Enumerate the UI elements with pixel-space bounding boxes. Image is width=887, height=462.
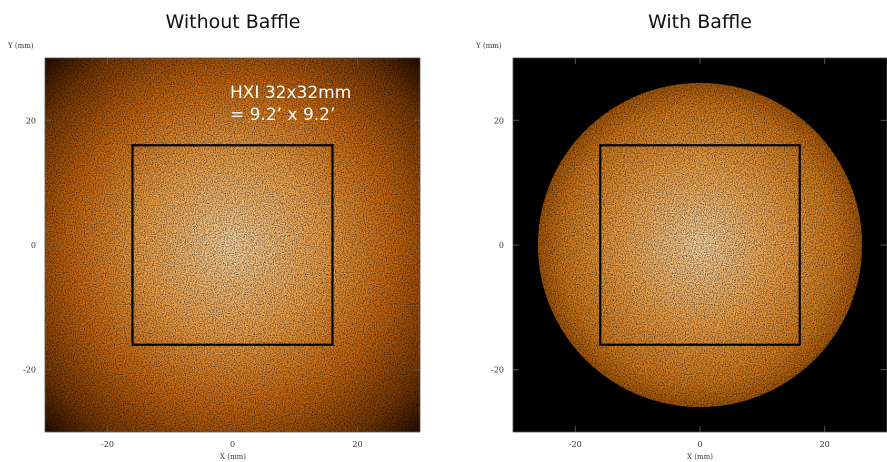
- y-tick-label: 20: [494, 116, 504, 125]
- detector-box: [599, 144, 801, 346]
- y-axis-label: Y (mm): [475, 42, 502, 50]
- panel-title: With Baffle: [648, 11, 752, 33]
- detector-box: [131, 144, 334, 346]
- x-tick-label: 0: [230, 440, 235, 449]
- panel: With Baffle -20 0 20 -20 0 20 Y (mm) X (mm): [475, 11, 887, 461]
- annotation: = 9.2’ x 9.2’: [230, 105, 335, 125]
- annotation: HXI 32x32mm: [230, 83, 351, 103]
- x-axis-label: X (mm): [220, 453, 246, 461]
- y-axis-label: Y (mm): [7, 42, 34, 50]
- y-tick-label: 0: [499, 241, 504, 250]
- x-tick-label: -20: [569, 440, 582, 449]
- x-tick-label: 0: [697, 440, 702, 449]
- x-tick-label: 20: [352, 440, 362, 449]
- y-tick-label: 20: [26, 116, 36, 125]
- x-axis-label: X (mm): [687, 453, 713, 461]
- panel-title: Without Baffle: [165, 11, 300, 33]
- y-tick-label: 0: [31, 241, 36, 250]
- y-tick-label: -20: [491, 366, 504, 375]
- panel: Without Baffle -20 0 20 -20 0 20 Y (mm) X (mm) HX…: [7, 11, 421, 461]
- noise-texture: [45, 58, 420, 432]
- x-tick-label: -20: [101, 440, 114, 449]
- y-tick-label: -20: [23, 366, 36, 375]
- x-tick-label: 20: [820, 440, 830, 449]
- noise-texture: [537, 82, 863, 408]
